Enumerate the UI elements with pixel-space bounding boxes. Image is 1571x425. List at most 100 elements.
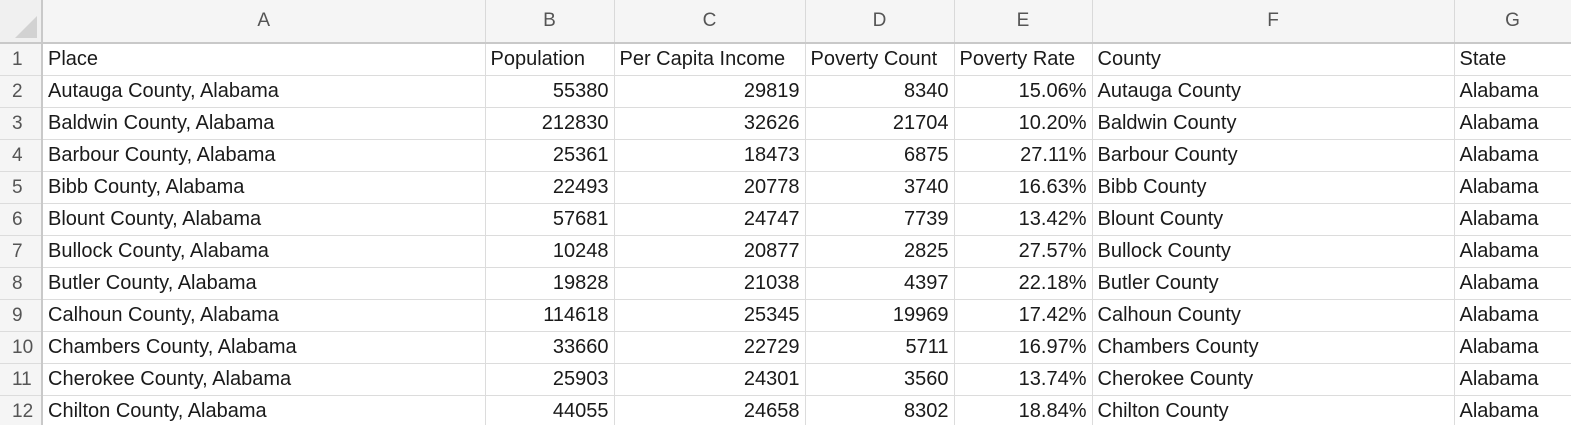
cell-county[interactable]: Autauga County (1092, 75, 1455, 108)
cell-poverty-count[interactable]: 5711 (805, 331, 955, 364)
cell-state[interactable]: Alabama (1454, 267, 1571, 300)
column-header-f[interactable]: F (1092, 0, 1455, 44)
column-header-a[interactable]: A (42, 0, 486, 44)
cell-poverty-rate[interactable]: 13.42% (954, 203, 1093, 236)
cell-population[interactable]: 33660 (485, 331, 615, 364)
cell-population[interactable]: 25903 (485, 363, 615, 396)
cell-place[interactable]: Autauga County, Alabama (42, 75, 486, 108)
cell-per-capita-income[interactable]: 20778 (614, 171, 806, 204)
cell-poverty-count[interactable]: 7739 (805, 203, 955, 236)
cell-poverty-count[interactable]: 21704 (805, 107, 955, 140)
cell-state[interactable]: Alabama (1454, 107, 1571, 140)
row-header[interactable]: 4 (0, 139, 43, 172)
cell-county[interactable]: Cherokee County (1092, 363, 1455, 396)
cell-state[interactable]: Alabama (1454, 235, 1571, 268)
cell-poverty-count[interactable]: 2825 (805, 235, 955, 268)
cell-per-capita-income[interactable]: 20877 (614, 235, 806, 268)
cell-place[interactable]: Bibb County, Alabama (42, 171, 486, 204)
column-header-d[interactable]: D (805, 0, 955, 44)
cell-county[interactable]: Bullock County (1092, 235, 1455, 268)
cell-poverty-rate[interactable]: 18.84% (954, 395, 1093, 425)
cell-population[interactable]: 55380 (485, 75, 615, 108)
row-header[interactable]: 3 (0, 107, 43, 140)
cell-county[interactable]: Chambers County (1092, 331, 1455, 364)
cell-per-capita-income[interactable]: 29819 (614, 75, 806, 108)
row-header[interactable]: 7 (0, 235, 43, 268)
cell-poverty-count[interactable]: 8340 (805, 75, 955, 108)
cell-state[interactable]: Alabama (1454, 139, 1571, 172)
cell-state[interactable]: Alabama (1454, 203, 1571, 236)
cell-population[interactable]: Population (485, 43, 615, 76)
row-header[interactable]: 8 (0, 267, 43, 300)
cell-place[interactable]: Calhoun County, Alabama (42, 299, 486, 332)
column-header-g[interactable]: G (1454, 0, 1571, 44)
cell-per-capita-income[interactable]: 24658 (614, 395, 806, 425)
cell-poverty-count[interactable]: 19969 (805, 299, 955, 332)
cell-population[interactable]: 19828 (485, 267, 615, 300)
cell-population[interactable]: 10248 (485, 235, 615, 268)
cell-place[interactable]: Bullock County, Alabama (42, 235, 486, 268)
cell-county[interactable]: Calhoun County (1092, 299, 1455, 332)
cell-per-capita-income[interactable]: 25345 (614, 299, 806, 332)
cell-county[interactable]: Blount County (1092, 203, 1455, 236)
cell-poverty-rate[interactable]: 10.20% (954, 107, 1093, 140)
cell-poverty-count[interactable]: 6875 (805, 139, 955, 172)
cell-per-capita-income[interactable]: 21038 (614, 267, 806, 300)
cell-state[interactable]: State (1454, 43, 1571, 76)
cell-population[interactable]: 212830 (485, 107, 615, 140)
cell-county[interactable]: Baldwin County (1092, 107, 1455, 140)
cell-state[interactable]: Alabama (1454, 171, 1571, 204)
cell-state[interactable]: Alabama (1454, 395, 1571, 425)
column-header-e[interactable]: E (954, 0, 1093, 44)
cell-place[interactable]: Baldwin County, Alabama (42, 107, 486, 140)
cell-per-capita-income[interactable]: 24747 (614, 203, 806, 236)
cell-state[interactable]: Alabama (1454, 75, 1571, 108)
row-header[interactable]: 11 (0, 363, 43, 396)
select-all-corner[interactable] (0, 0, 43, 44)
cell-poverty-rate[interactable]: 16.63% (954, 171, 1093, 204)
cell-poverty-rate[interactable]: Poverty Rate (954, 43, 1093, 76)
cell-population[interactable]: 57681 (485, 203, 615, 236)
cell-county[interactable]: Chilton County (1092, 395, 1455, 425)
cell-population[interactable]: 44055 (485, 395, 615, 425)
cell-county[interactable]: Bibb County (1092, 171, 1455, 204)
cell-poverty-count[interactable]: 3560 (805, 363, 955, 396)
cell-place[interactable]: Place (42, 43, 486, 76)
cell-poverty-rate[interactable]: 15.06% (954, 75, 1093, 108)
cell-state[interactable]: Alabama (1454, 299, 1571, 332)
cell-place[interactable]: Barbour County, Alabama (42, 139, 486, 172)
row-header[interactable]: 2 (0, 75, 43, 108)
cell-per-capita-income[interactable]: 22729 (614, 331, 806, 364)
column-header-c[interactable]: C (614, 0, 806, 44)
row-header[interactable]: 12 (0, 395, 43, 425)
cell-place[interactable]: Chambers County, Alabama (42, 331, 486, 364)
cell-per-capita-income[interactable]: Per Capita Income (614, 43, 806, 76)
cell-poverty-count[interactable]: 3740 (805, 171, 955, 204)
cell-per-capita-income[interactable]: 18473 (614, 139, 806, 172)
cell-place[interactable]: Butler County, Alabama (42, 267, 486, 300)
cell-poverty-rate[interactable]: 16.97% (954, 331, 1093, 364)
cell-population[interactable]: 114618 (485, 299, 615, 332)
cell-poverty-count[interactable]: Poverty Count (805, 43, 955, 76)
cell-place[interactable]: Cherokee County, Alabama (42, 363, 486, 396)
cell-county[interactable]: County (1092, 43, 1455, 76)
cell-poverty-rate[interactable]: 17.42% (954, 299, 1093, 332)
cell-state[interactable]: Alabama (1454, 331, 1571, 364)
cell-state[interactable]: Alabama (1454, 363, 1571, 396)
row-header[interactable]: 1 (0, 43, 43, 76)
cell-poverty-rate[interactable]: 27.57% (954, 235, 1093, 268)
cell-population[interactable]: 22493 (485, 171, 615, 204)
row-header[interactable]: 9 (0, 299, 43, 332)
cell-poverty-rate[interactable]: 22.18% (954, 267, 1093, 300)
cell-county[interactable]: Barbour County (1092, 139, 1455, 172)
cell-per-capita-income[interactable]: 24301 (614, 363, 806, 396)
cell-place[interactable]: Chilton County, Alabama (42, 395, 486, 425)
cell-population[interactable]: 25361 (485, 139, 615, 172)
cell-per-capita-income[interactable]: 32626 (614, 107, 806, 140)
column-header-b[interactable]: B (485, 0, 615, 44)
row-header[interactable]: 10 (0, 331, 43, 364)
cell-poverty-count[interactable]: 4397 (805, 267, 955, 300)
cell-poverty-rate[interactable]: 13.74% (954, 363, 1093, 396)
row-header[interactable]: 5 (0, 171, 43, 204)
cell-place[interactable]: Blount County, Alabama (42, 203, 486, 236)
